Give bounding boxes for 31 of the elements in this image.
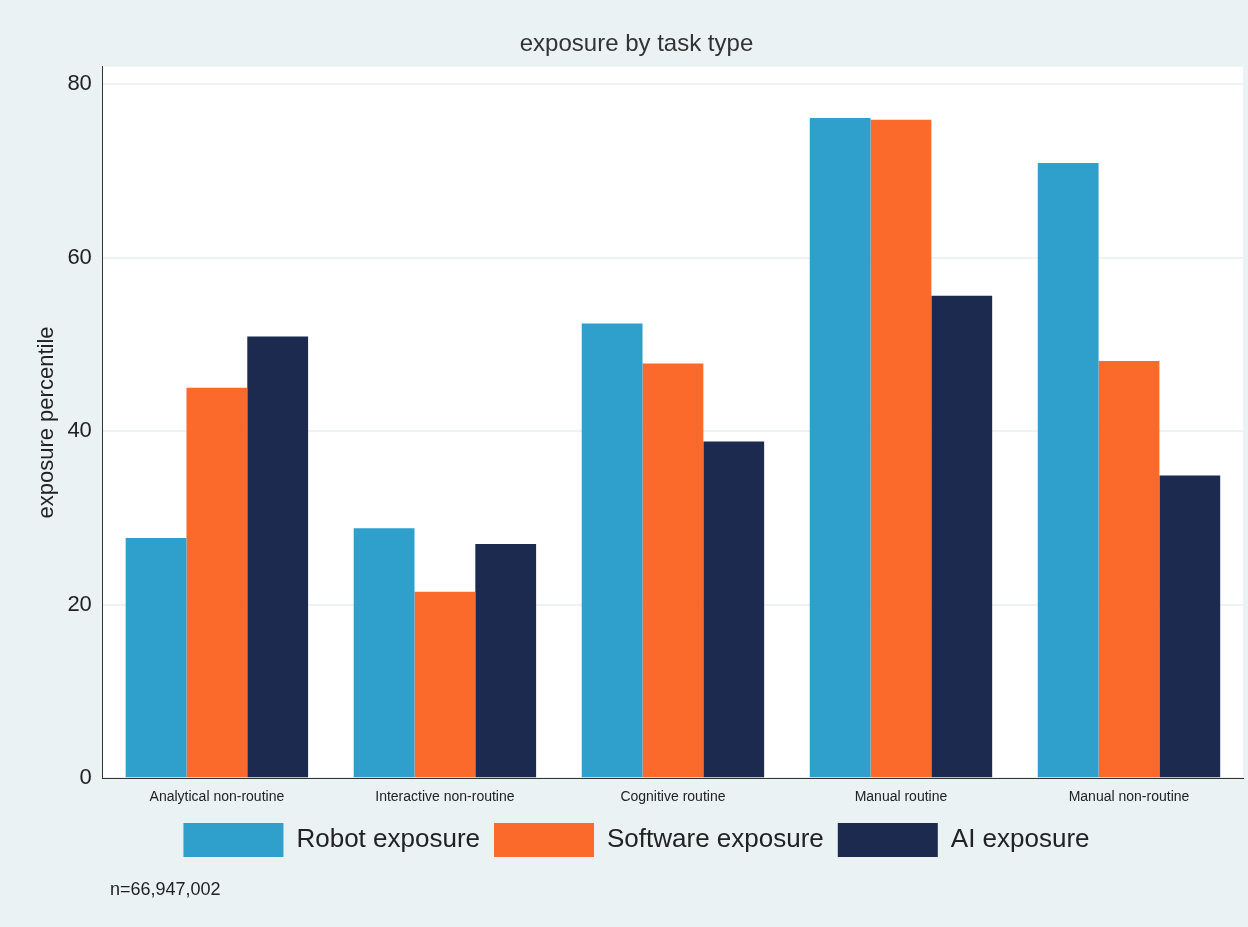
bar [581,323,643,778]
chart-title: exposure by task type [519,29,754,57]
legend-label: AI exposure [950,823,1090,854]
y-tick-label: 60 [67,243,92,269]
bar [931,295,993,778]
bar [247,336,309,778]
bar [1037,163,1099,778]
y-axis-title: exposure percentile [33,326,59,519]
y-tick-label: 0 [79,764,92,790]
bar [809,117,871,778]
x-tick-label: Interactive non-routine [375,788,515,805]
text: n=66,947,002 [110,879,221,899]
bar [125,537,187,778]
legend-label: Robot exposure [296,823,481,854]
bar [475,543,537,778]
x-tick-label: Manual routine [854,788,948,805]
bar [414,591,476,778]
x-tick-label: Cognitive routine [620,788,726,805]
bar [186,387,248,778]
bar [1098,360,1160,778]
y-tick-label: 20 [67,590,92,616]
y-tick-label: 40 [67,417,92,443]
legend-label: Software exposure [607,823,824,854]
bar [642,363,704,778]
x-tick-label: Manual non-routine [1068,788,1190,805]
y-tick-label: 80 [67,70,92,96]
bar [1159,475,1221,778]
bar [870,119,932,778]
bar [353,528,415,778]
bar [703,441,765,778]
x-tick-label: Analytical non-routine [149,788,285,805]
